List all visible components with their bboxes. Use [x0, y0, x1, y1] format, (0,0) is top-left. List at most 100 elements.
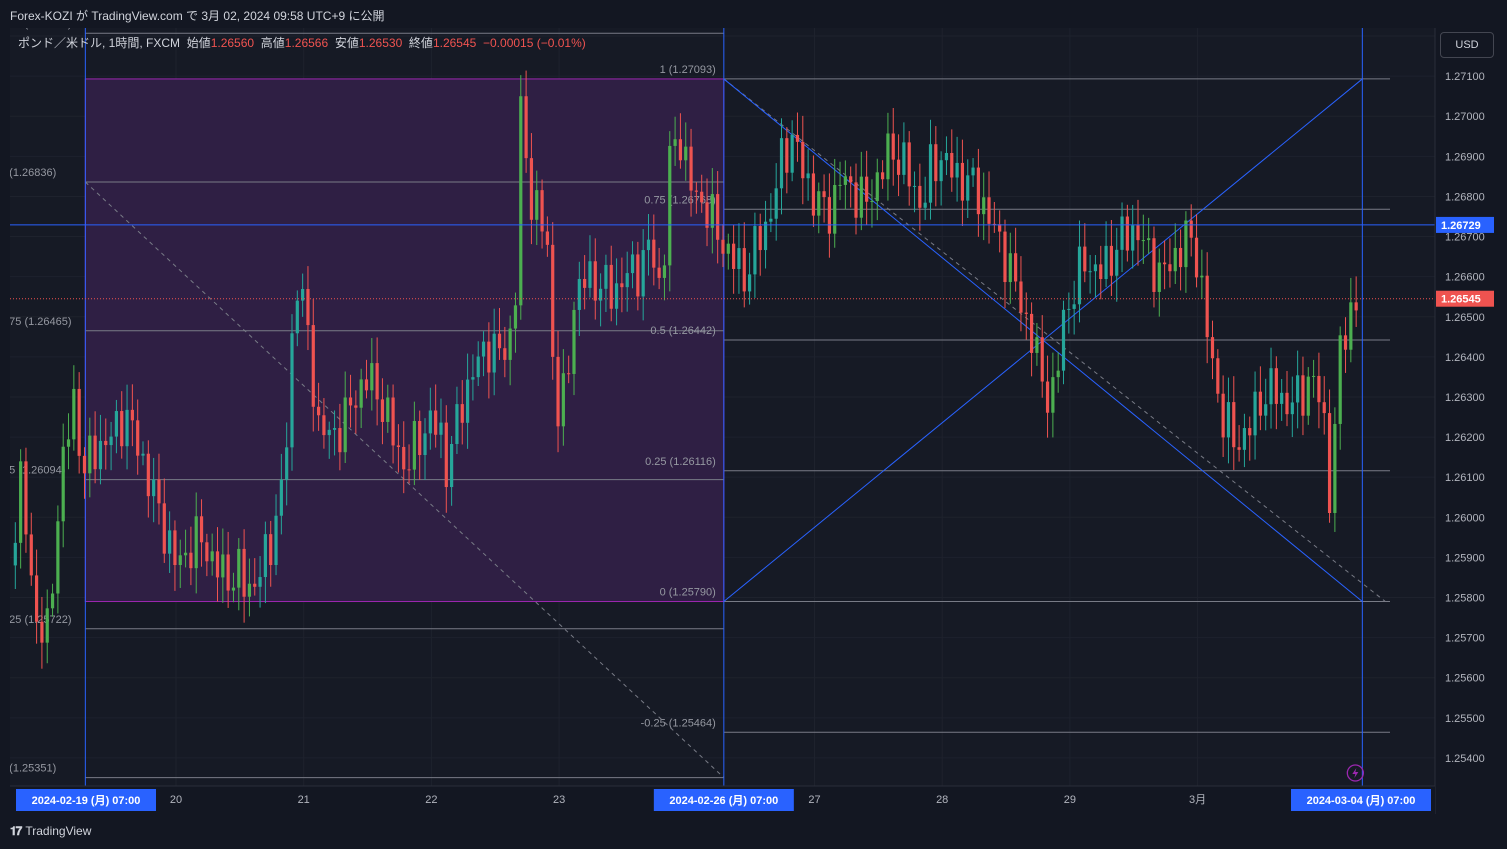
candle-body: [428, 410, 432, 434]
candle-body: [737, 248, 741, 269]
candle-body: [1040, 337, 1044, 382]
candle-body: [24, 461, 28, 535]
candle-body: [1338, 335, 1342, 424]
candle-body: [295, 300, 299, 334]
y-tick-label: 1.26700: [1445, 232, 1485, 244]
time-highlight-tag: [1291, 789, 1431, 811]
fib-left-level-label: 0.25 (1.25722): [10, 614, 72, 626]
fib-right-level-label: 0.75 (1.26768): [644, 194, 716, 206]
y-tick-label: 1.26000: [1445, 512, 1485, 524]
candle-body: [599, 288, 603, 301]
candle-body: [205, 542, 209, 562]
candle-body: [1051, 377, 1055, 413]
candle-body: [72, 388, 76, 440]
candle-body: [1258, 391, 1262, 416]
candle-body: [604, 264, 608, 289]
candle-body: [785, 138, 789, 173]
candle-body: [583, 278, 587, 288]
candle-body: [529, 158, 534, 220]
fib-right-level-label: 0 (1.25790): [660, 587, 716, 599]
candle-body: [1141, 240, 1145, 242]
candle-body: [742, 248, 746, 292]
candle-body: [955, 162, 959, 178]
legend-low-value: 1.26530: [358, 36, 403, 50]
candle-body: [1280, 392, 1284, 404]
candle-body: [652, 239, 656, 268]
price-chart[interactable]: 1.25 (1.27207) 1 (1.26836) 0.75 (1.26465) 0…: [10, 28, 1496, 814]
fib-left-level-label: 0.5 (1.26094): [10, 465, 65, 477]
legend-open-value: 1.26560: [210, 36, 255, 50]
candle-body: [332, 428, 337, 430]
candle-body: [801, 141, 805, 179]
candle-body: [322, 415, 326, 436]
candle-body: [258, 577, 262, 587]
time-highlight-label: 2024-02-19 (月) 07:00: [32, 794, 141, 807]
candle-body: [77, 388, 81, 456]
candle-body: [806, 173, 810, 179]
candle-body: [817, 191, 821, 216]
candle-body: [1125, 216, 1129, 251]
candle-body: [306, 289, 310, 326]
candle-body: [1067, 308, 1071, 310]
candle-body: [503, 348, 507, 360]
candle-body: [1210, 337, 1215, 359]
candle-body: [912, 185, 917, 187]
candle-body: [386, 397, 390, 422]
candle-body: [476, 356, 480, 378]
dashed-trendline: [84, 181, 725, 778]
candle-body: [992, 223, 996, 225]
candle-body: [157, 479, 161, 504]
candle-body: [998, 224, 1002, 232]
fib-left-level-label: 0.75 (1.26465): [10, 316, 72, 328]
fib-right-level-label: 1 (1.27093): [660, 64, 716, 76]
candle-body: [301, 289, 305, 301]
candle-body: [758, 226, 762, 251]
candle-body: [226, 554, 230, 591]
candle-body: [577, 278, 581, 310]
candle-body: [1077, 246, 1082, 305]
candle-body: [178, 555, 182, 566]
candle-body: [1242, 428, 1247, 450]
candle-body: [1157, 262, 1161, 292]
candle-body: [1083, 246, 1087, 272]
candle-body: [1306, 376, 1310, 416]
candle-body: [1200, 275, 1204, 278]
candle-body: [620, 283, 624, 288]
candle-body: [1099, 264, 1103, 280]
candle-body: [279, 479, 283, 516]
candle-body: [402, 446, 406, 470]
candle-body: [152, 479, 156, 497]
chart-frame[interactable]: 1.25 (1.27207) 1 (1.26836) 0.75 (1.26465) 0…: [10, 28, 1496, 814]
candle-body: [311, 325, 315, 407]
fib-right-level-label: 0.5 (1.26442): [650, 325, 715, 337]
candle-body: [1136, 225, 1140, 241]
candle-body: [1109, 245, 1114, 276]
candle-body: [1163, 262, 1167, 265]
y-tick-label: 1.27000: [1445, 111, 1485, 123]
candle-body: [763, 221, 768, 251]
published-info: Forex-KOZI が TradingView.com で 3月 02, 20…: [10, 9, 385, 23]
candle-body: [253, 583, 257, 587]
candle-body: [838, 184, 842, 186]
candle-body: [364, 379, 369, 391]
candle-body: [572, 309, 576, 374]
y-tick-label: 1.25600: [1445, 673, 1485, 685]
candle-body: [716, 194, 720, 240]
candle-body: [875, 172, 879, 202]
candle-body: [795, 134, 800, 142]
candle-body: [434, 410, 438, 435]
candle-body: [354, 405, 358, 408]
candle-body: [1173, 247, 1177, 272]
y-tick-label: 1.25500: [1445, 713, 1485, 725]
candle-body: [1269, 368, 1273, 405]
candle-body: [460, 404, 464, 423]
candle-body: [338, 428, 342, 453]
fib-right-level-label: 0.25 (1.26116): [645, 456, 716, 468]
candle-body: [1088, 271, 1092, 273]
currency-button[interactable]: USD: [1440, 32, 1494, 58]
tradingview-logo: 𝟏𝟕 TradingView: [10, 824, 91, 839]
candle-body: [1322, 402, 1326, 414]
legend-close-value: 1.26545: [432, 36, 477, 50]
top-bar: Forex-KOZI が TradingView.com で 3月 02, 20…: [0, 0, 1507, 28]
y-tick-label: 1.25800: [1445, 593, 1485, 605]
